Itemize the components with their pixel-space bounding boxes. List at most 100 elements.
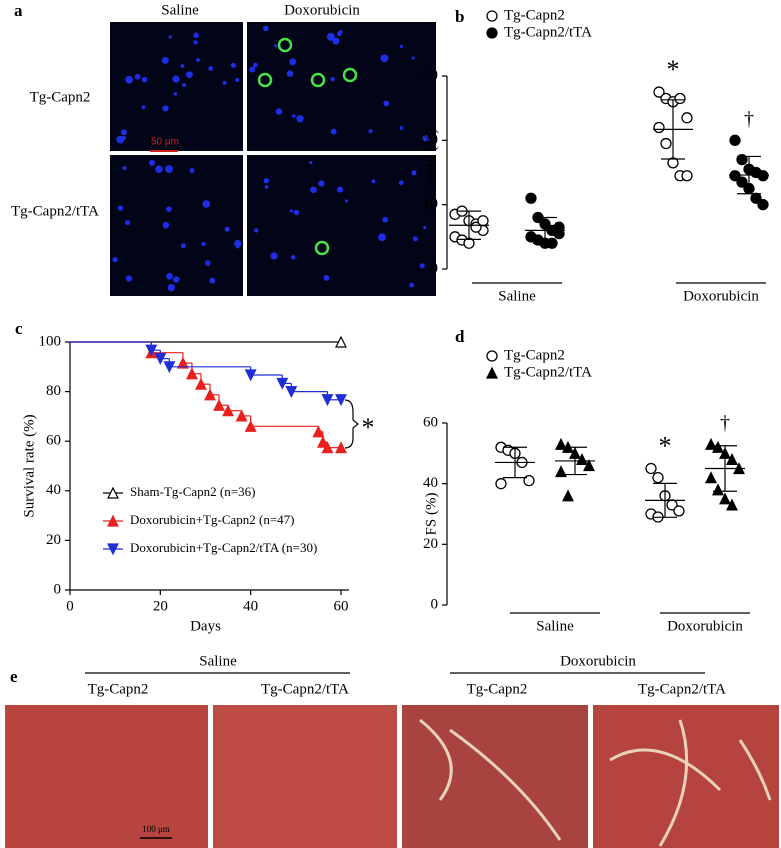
marker (674, 92, 686, 105)
nucleus (141, 76, 148, 83)
nucleus (162, 105, 169, 112)
stained-cell (342, 67, 358, 83)
y-tick-label: 40 (46, 482, 61, 498)
nucleus (270, 252, 278, 260)
marker (652, 471, 664, 484)
marker (729, 134, 741, 146)
nucleus (286, 70, 294, 77)
x-tick-label: Doxorubicin (667, 618, 743, 634)
x-tick-label: Saline (536, 618, 574, 634)
nucleus (411, 170, 417, 176)
nucleus (419, 263, 425, 269)
y-tick-label: 60 (46, 433, 61, 449)
marker (653, 121, 665, 134)
nucleus (330, 128, 337, 135)
nucleus (208, 66, 213, 71)
marker (335, 335, 347, 348)
nucleus (264, 185, 269, 189)
marker (653, 86, 665, 98)
marker (163, 361, 176, 374)
nucleus (201, 241, 206, 247)
histology-image (402, 705, 588, 848)
legend-marker (107, 543, 119, 556)
nucleus (230, 62, 236, 68)
marker (176, 356, 189, 369)
annotation: * (659, 431, 672, 460)
nucleus (134, 73, 141, 80)
nucleus (380, 54, 389, 63)
nucleus (323, 274, 330, 281)
y-tick-label: 0 (54, 581, 62, 597)
legend-marker (486, 10, 498, 22)
legend-marker (107, 514, 119, 527)
micrograph (247, 22, 436, 151)
marker (562, 489, 574, 502)
group-label: Saline (199, 653, 237, 669)
x-axis-label: Days (190, 618, 221, 634)
y-tick-label: 20 (423, 132, 438, 148)
stained-cell (314, 240, 330, 256)
stained-cell (277, 37, 293, 53)
y-tick-label: 20 (46, 532, 61, 548)
marker (712, 440, 724, 453)
y-tick-label: 10 (423, 196, 438, 212)
marker (553, 221, 565, 233)
nucleus (185, 71, 193, 79)
micrograph (110, 155, 243, 296)
column-label: Tg-Capn2 (467, 681, 528, 697)
nucleus (141, 105, 146, 110)
marker (705, 437, 717, 450)
nucleus (409, 282, 414, 288)
x-tick-label: Doxorubicin (683, 288, 759, 304)
marker (235, 409, 248, 422)
legend-label: Doxorubicin+Tg-Capn2/tTA (n=30) (130, 540, 317, 555)
marker (525, 192, 537, 204)
nucleus (161, 56, 169, 64)
marker (736, 176, 748, 188)
nucleus (412, 236, 418, 242)
marker (195, 377, 207, 390)
marker (712, 483, 724, 496)
x-tick-label: Saline (498, 288, 536, 304)
tissue-gap (419, 718, 772, 847)
legend-marker (486, 350, 498, 362)
annotation: † (744, 108, 754, 130)
marker (335, 441, 347, 454)
nucleus (383, 100, 390, 107)
legend-label: Doxorubicin+Tg-Capn2 (n=47) (130, 512, 295, 527)
panel-label: d (455, 327, 465, 346)
y-tick-label: 40 (423, 475, 438, 491)
nucleus (290, 255, 296, 260)
legend-label: Tg-Capn2/tTA (504, 24, 592, 40)
nucleus (289, 209, 293, 213)
nucleus (411, 56, 415, 60)
column-label: Tg-Capn2/tTA (261, 681, 349, 697)
marker (321, 441, 334, 454)
nucleus (165, 165, 173, 173)
marker (673, 505, 685, 517)
marker (477, 215, 489, 227)
marker (204, 388, 216, 401)
y-tick-label: 100 (39, 333, 62, 349)
marker (705, 471, 717, 484)
marker (154, 353, 167, 365)
y-tick-label: 60 (423, 414, 438, 430)
legend-label: Tg-Capn2 (504, 347, 565, 363)
legend-marker (486, 366, 498, 379)
x-tick-label: 20 (153, 598, 168, 614)
nucleus (422, 134, 430, 142)
annotation: * (362, 413, 375, 442)
nucleus (166, 206, 172, 213)
nucleus (330, 76, 335, 82)
nucleus (235, 244, 240, 249)
y-tick-label: 0 (431, 260, 439, 276)
nucleus (336, 31, 342, 37)
nucleus (318, 180, 325, 187)
nucleus (289, 58, 297, 66)
scale-bar-label: 100 μm (142, 824, 170, 834)
nucleus (292, 114, 296, 118)
y-axis-label: FS (%) (423, 493, 439, 536)
column-label: Saline (161, 2, 199, 18)
nucleus (332, 37, 340, 45)
